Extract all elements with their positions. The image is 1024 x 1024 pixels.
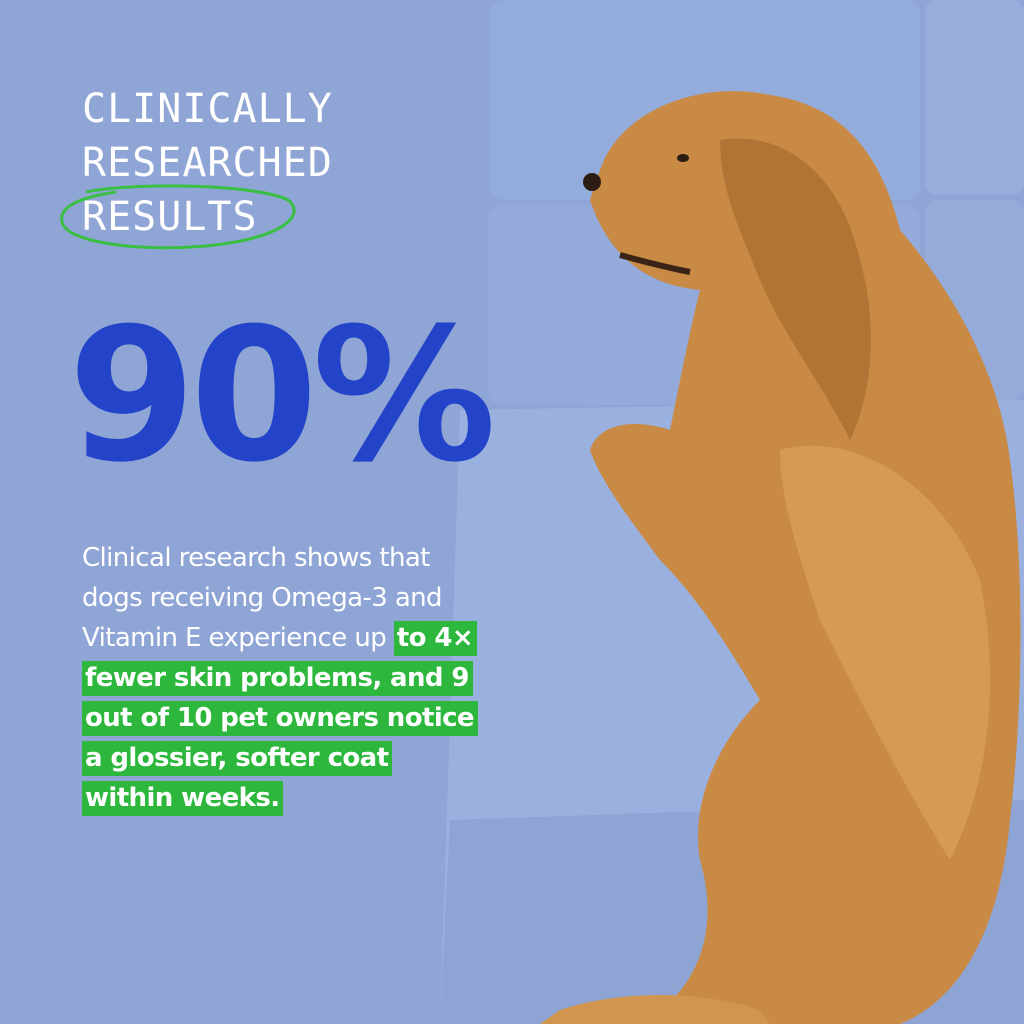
dog-illustration [540,91,1021,1024]
heading-line: RESEARCHED [82,140,333,186]
heading-line: CLINICALLY [82,86,333,132]
dog-eye [677,154,689,162]
dog-nose [583,173,601,191]
body-text: Clinical research shows that dogs receiv… [82,538,482,818]
heading-line: RESULTS [82,194,258,240]
sofa-cushion [925,0,1024,195]
circle-highlight [60,184,296,250]
body-plain-text: Clinical research shows that dogs receiv… [82,543,443,653]
handwritten-heading: CLINICALLY RESEARCHED RESULTS [82,82,333,244]
stat-value: 90% [68,289,496,503]
